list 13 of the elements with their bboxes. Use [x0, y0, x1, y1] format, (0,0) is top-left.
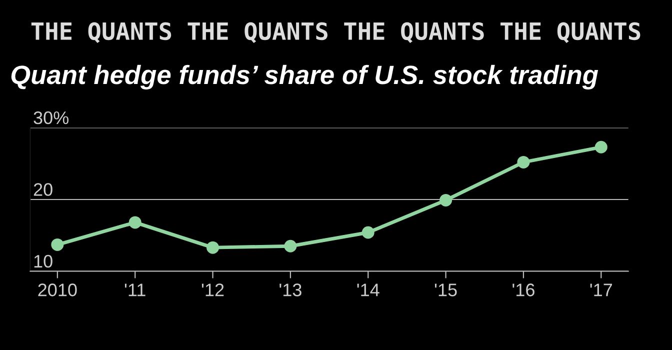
y-tick-label: 10: [34, 254, 52, 268]
x-tick-label: '16: [512, 284, 534, 296]
text: THE QUANTS THE QUANTS THE QUANTS THE QUANTS: [31, 22, 640, 44]
x-tick-label: 2010: [38, 284, 77, 296]
x-tick-label: '13: [280, 284, 302, 296]
chart-title: Quant hedge funds’ share of U.S. stock trading: [11, 64, 598, 90]
x-tick-label: '17: [590, 284, 612, 296]
y-tick-label: 30%: [34, 111, 69, 124]
y-tick-label: 20: [34, 183, 52, 196]
x-tick-label: '12: [202, 284, 224, 296]
x-tick-label: '15: [434, 284, 457, 296]
x-tick-label: '11: [124, 284, 146, 296]
x-tick-label: '14: [357, 284, 380, 296]
